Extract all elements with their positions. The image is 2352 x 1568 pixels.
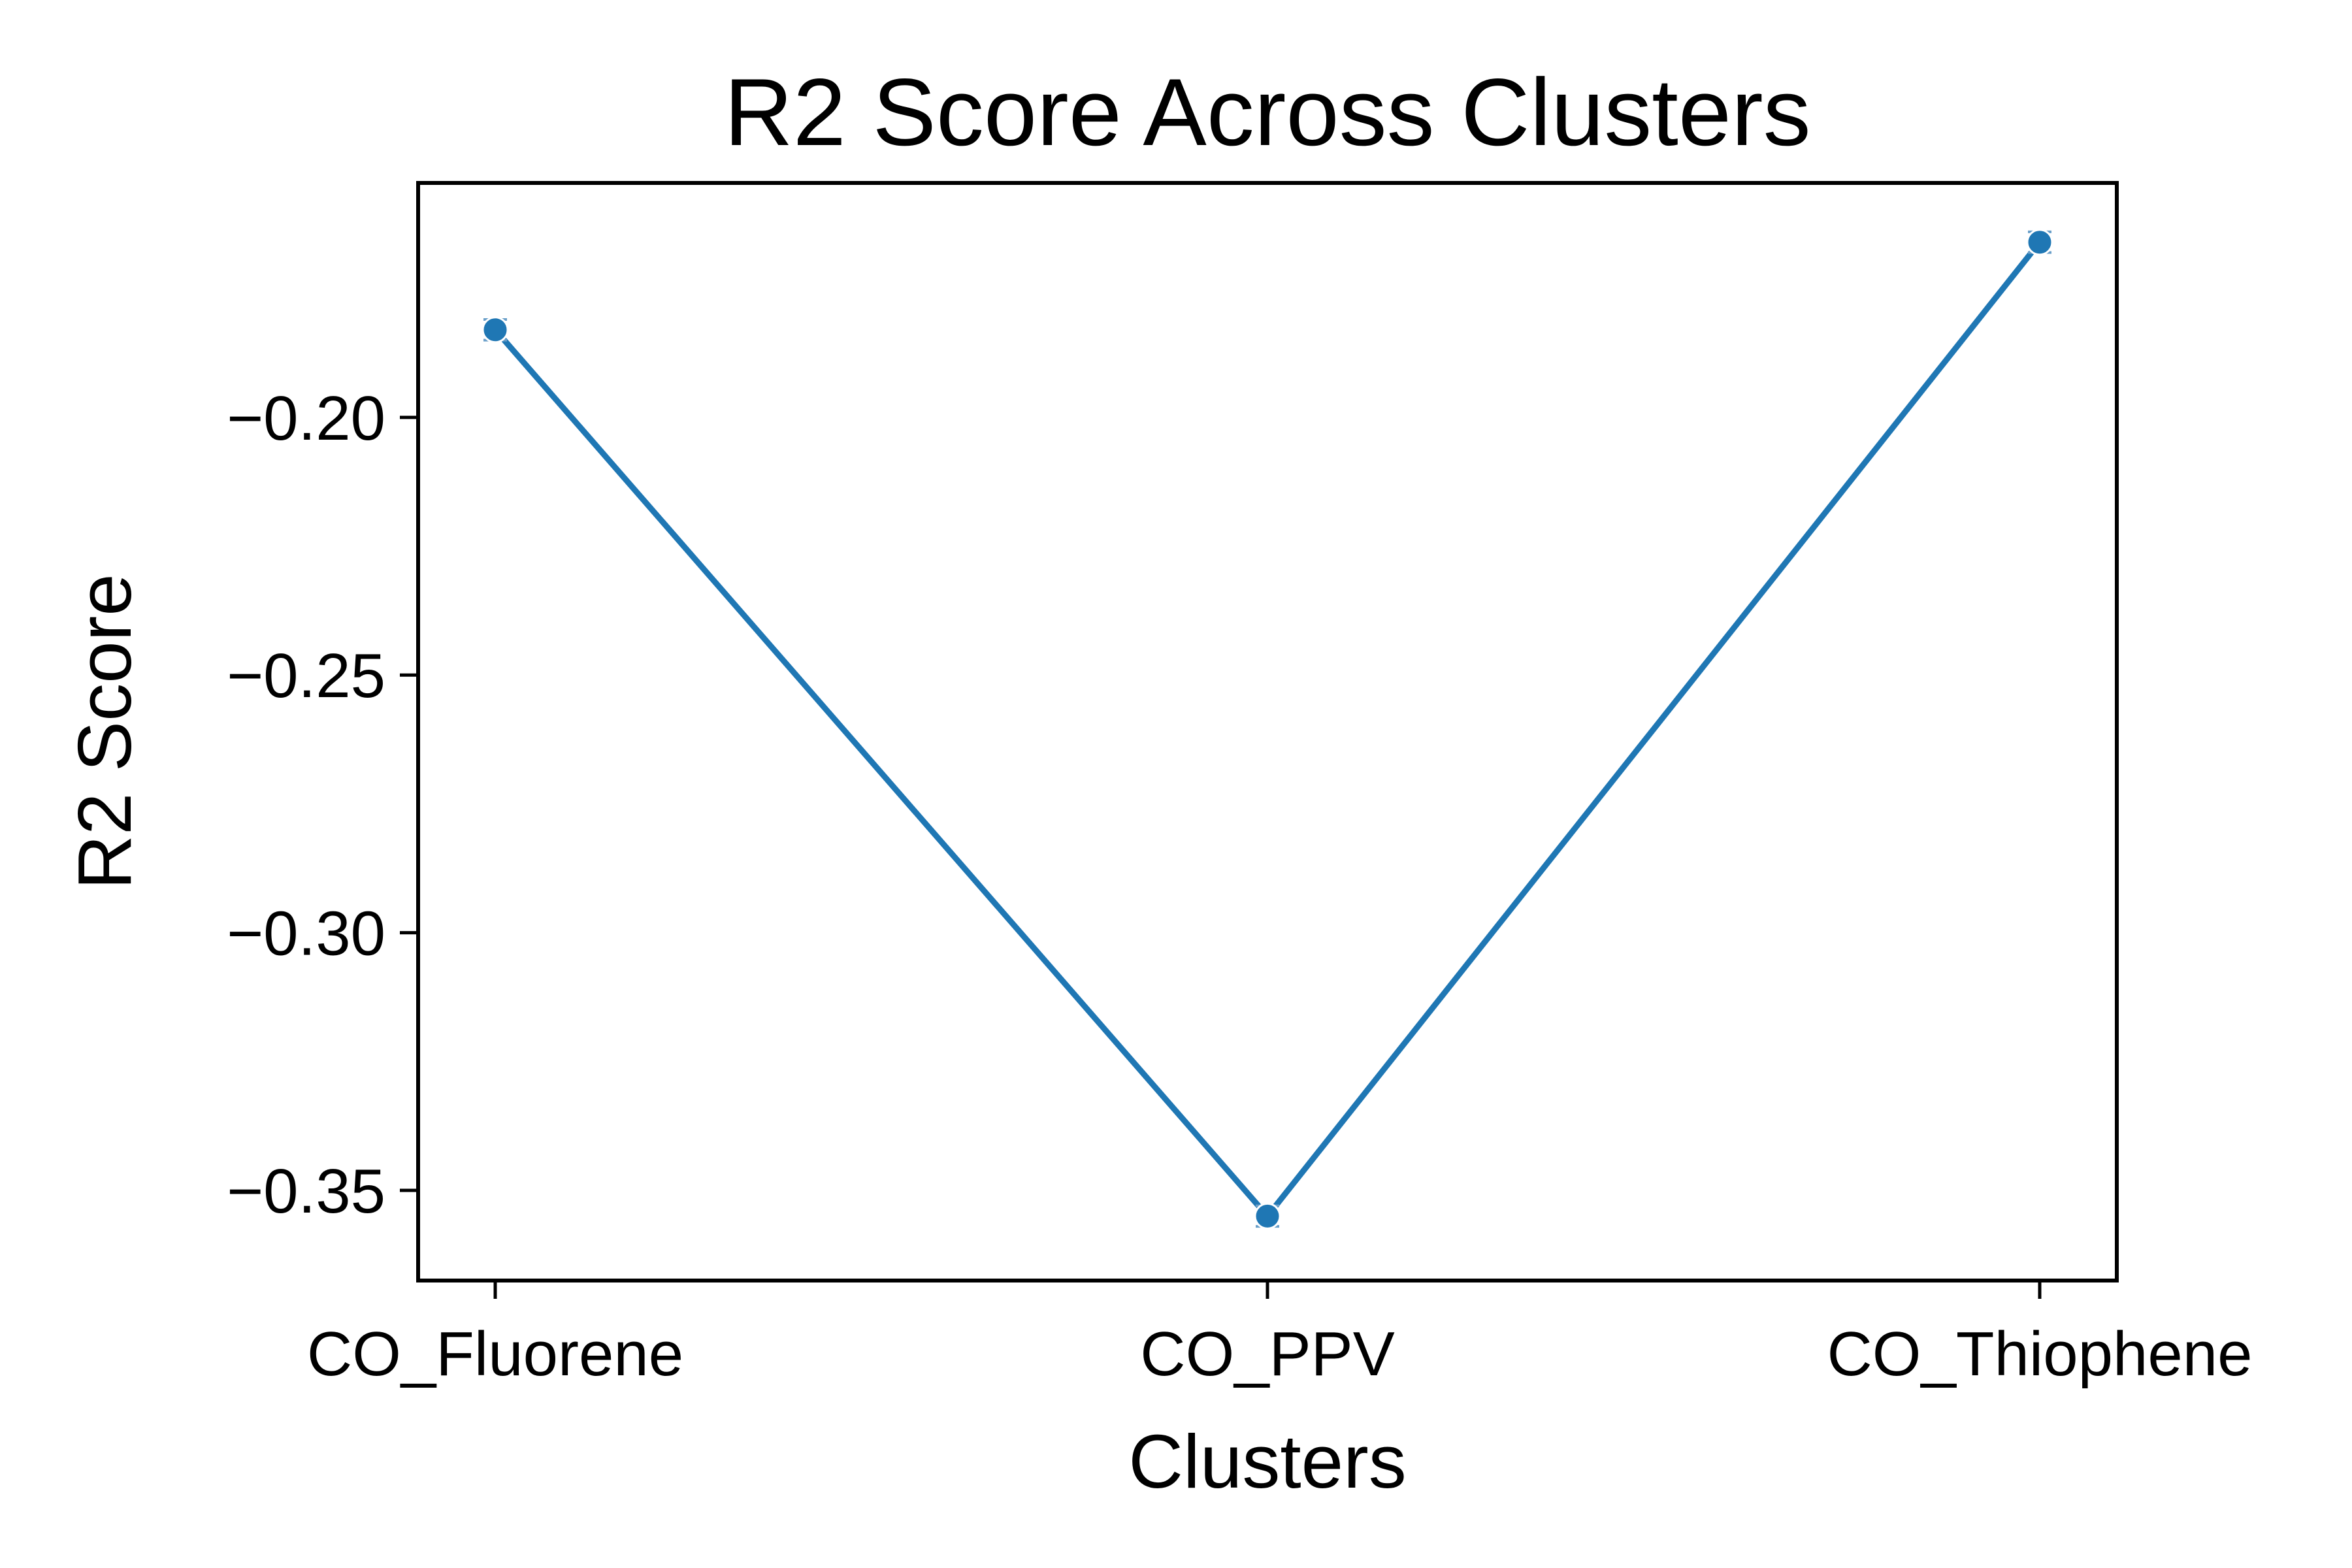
x-tick-label: CO_Fluorene (307, 1319, 683, 1389)
series-line (493, 240, 2042, 1219)
y-tick-label: −0.20 (227, 384, 385, 453)
data-point (482, 316, 509, 344)
data-point (2026, 229, 2053, 256)
x-tick-label: CO_PPV (1140, 1319, 1394, 1389)
data-point (1254, 1202, 1281, 1230)
y-tick-label: −0.25 (227, 641, 385, 711)
y-axis-label: R2 Score (62, 574, 147, 890)
x-tick-label: CO_Thiophene (1827, 1319, 2252, 1389)
chart-title: R2 Score Across Clusters (724, 59, 1810, 165)
y-tick-label: −0.35 (227, 1156, 385, 1226)
plot-frame (416, 181, 2119, 1282)
x-axis-label: Clusters (1128, 1419, 1406, 1504)
y-tick-label: −0.30 (227, 899, 385, 969)
plot-area: −0.20 −0.25 −0.30 −0.35 CO_Fluorene CO_PPV CO_… (227, 229, 2253, 1389)
